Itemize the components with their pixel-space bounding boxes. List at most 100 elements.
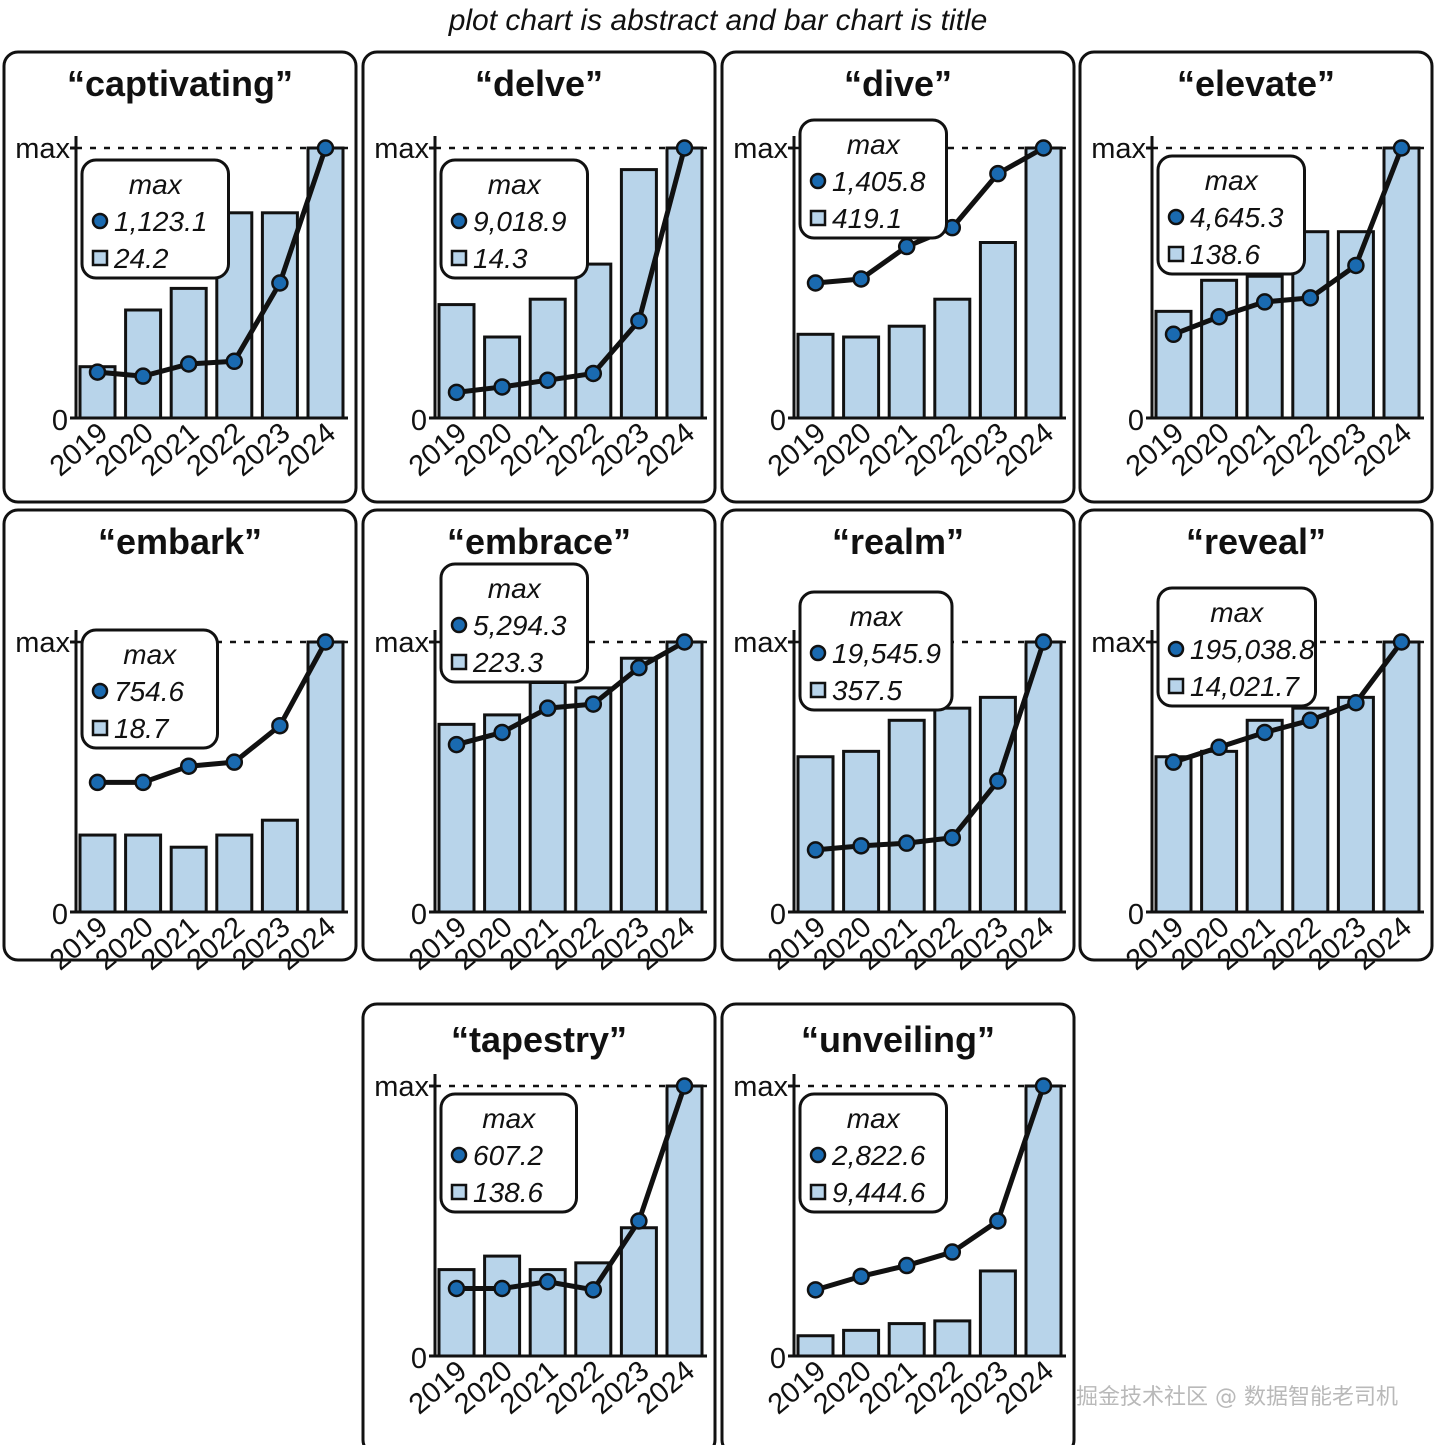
y-label-zero: 0 xyxy=(411,899,427,931)
legend-dot-marker xyxy=(809,172,827,190)
bar-2020 xyxy=(842,1328,881,1358)
panel-title: “tapestry” xyxy=(451,1019,627,1060)
bar-2021 xyxy=(887,1322,926,1358)
line-point-2023 xyxy=(630,1212,648,1230)
line-point-2024 xyxy=(1034,633,1053,651)
chart-panel: “dive”max0201920202021202220232024max1,4… xyxy=(720,50,1076,504)
legend-bar-max: 357.5 xyxy=(832,675,902,706)
line-point-2023 xyxy=(630,658,648,677)
bar-2021 xyxy=(887,718,926,914)
line-point-2024 xyxy=(316,633,335,651)
chart-panel: “captivating”max020192020202120222023202… xyxy=(2,50,358,504)
line-point-2023 xyxy=(271,274,289,292)
legend-line-max: 607.2 xyxy=(473,1140,543,1171)
bar-2023 xyxy=(619,168,658,420)
line-point-2022 xyxy=(225,352,244,371)
y-label-max: max xyxy=(15,627,70,659)
legend-bar-max: 223.3 xyxy=(472,647,543,678)
line-point-2022 xyxy=(1301,711,1320,730)
line-point-2021 xyxy=(179,355,198,373)
legend-line-max: 4,645.3 xyxy=(1190,202,1284,233)
line-point-2019 xyxy=(806,274,825,292)
legend-box: max 9,018.9 14.3 xyxy=(439,158,589,280)
panel-title: “unveiling” xyxy=(801,1019,995,1060)
legend-dot-marker xyxy=(91,212,109,230)
legend-bar-marker xyxy=(809,681,827,699)
legend-bar-max: 9,444.6 xyxy=(832,1177,926,1208)
line-point-2022 xyxy=(584,364,603,383)
line-point-2019 xyxy=(447,1279,466,1298)
panel-title: “elevate” xyxy=(1177,63,1335,104)
legend-header: max xyxy=(123,639,177,670)
legend-bar-max: 18.7 xyxy=(114,713,170,744)
panel-title: “dive” xyxy=(844,63,952,104)
legend-frame xyxy=(80,158,230,280)
bar-2019 xyxy=(1154,755,1193,914)
legend-bar-marker xyxy=(1167,677,1185,695)
legend-frame xyxy=(1156,154,1306,276)
legend-bar-marker xyxy=(450,653,468,671)
panel-title: “reveal” xyxy=(1186,521,1326,562)
legend-line-max: 195,038.8 xyxy=(1190,634,1315,665)
legend-line-max: 5,294.3 xyxy=(473,610,567,641)
y-label-max: max xyxy=(733,1071,788,1103)
line-point-2019 xyxy=(1164,753,1183,771)
bar-2020 xyxy=(124,308,163,420)
legend-frame xyxy=(439,562,589,684)
line-point-2020 xyxy=(852,270,870,288)
line-point-2020 xyxy=(134,367,152,385)
legend-frame xyxy=(439,158,589,280)
bar-2024 xyxy=(665,640,704,914)
bar-2024 xyxy=(1024,640,1063,914)
bar-2022 xyxy=(574,1261,613,1358)
y-label-zero: 0 xyxy=(770,405,786,437)
line-point-2021 xyxy=(897,237,916,256)
legend-dot-marker xyxy=(450,616,468,634)
y-label-zero: 0 xyxy=(52,405,68,437)
line-point-2020 xyxy=(493,723,511,742)
line-point-2020 xyxy=(493,378,511,396)
line-point-2020 xyxy=(852,837,870,855)
chart-panel: “realm”max0201920202021202220232024max19… xyxy=(720,508,1076,977)
bar-2022 xyxy=(933,706,972,914)
line-point-2024 xyxy=(1034,1077,1053,1095)
bar-2023 xyxy=(978,695,1017,914)
line-point-2020 xyxy=(493,1279,511,1298)
legend-box: max 4,645.3 138.6 xyxy=(1156,154,1306,276)
legend-bar-marker xyxy=(450,249,468,267)
legend-bar-max: 24.2 xyxy=(113,243,169,274)
chart-panel: “embark”max0201920202021202220232024max7… xyxy=(2,508,358,977)
bar-2021 xyxy=(169,845,208,914)
line-point-2021 xyxy=(897,1256,916,1275)
legend-bar-max: 138.6 xyxy=(473,1177,543,1208)
y-label-max: max xyxy=(15,133,70,165)
legend-bar-marker xyxy=(450,1183,468,1201)
legend-dot-marker xyxy=(91,682,109,700)
bar-2020 xyxy=(842,335,881,420)
watermark-text: 掘金技术社区 @ 数据智能老司机 xyxy=(1076,1385,1398,1410)
bar-2023 xyxy=(978,241,1017,420)
chart-panel: “embrace”max0201920202021202220232024max… xyxy=(361,508,717,977)
bar-2023 xyxy=(619,656,658,914)
bar-2021 xyxy=(1245,718,1284,914)
legend-box: max 2,822.6 9,444.6 xyxy=(798,1092,948,1214)
line-point-2021 xyxy=(1255,723,1274,742)
line-point-2024 xyxy=(675,633,694,651)
y-label-zero: 0 xyxy=(411,1343,427,1375)
legend-header: max xyxy=(847,129,901,160)
legend-bar-max: 138.6 xyxy=(1190,239,1260,270)
line-point-2021 xyxy=(897,834,916,852)
legend-bar-marker xyxy=(1167,245,1185,263)
bar-2022 xyxy=(574,262,613,420)
legend-frame xyxy=(798,590,954,712)
figure-title: plot chart is abstract and bar chart is … xyxy=(448,4,988,37)
bar-2024 xyxy=(306,640,345,914)
panel-title: “realm” xyxy=(832,521,964,562)
line-point-2022 xyxy=(584,695,603,713)
legend-bar-marker xyxy=(91,249,109,267)
bar-2019 xyxy=(796,755,835,914)
legend-box: max 1,405.8 419.1 xyxy=(798,118,948,240)
line-point-2021 xyxy=(1255,293,1274,311)
line-point-2020 xyxy=(1210,738,1228,757)
